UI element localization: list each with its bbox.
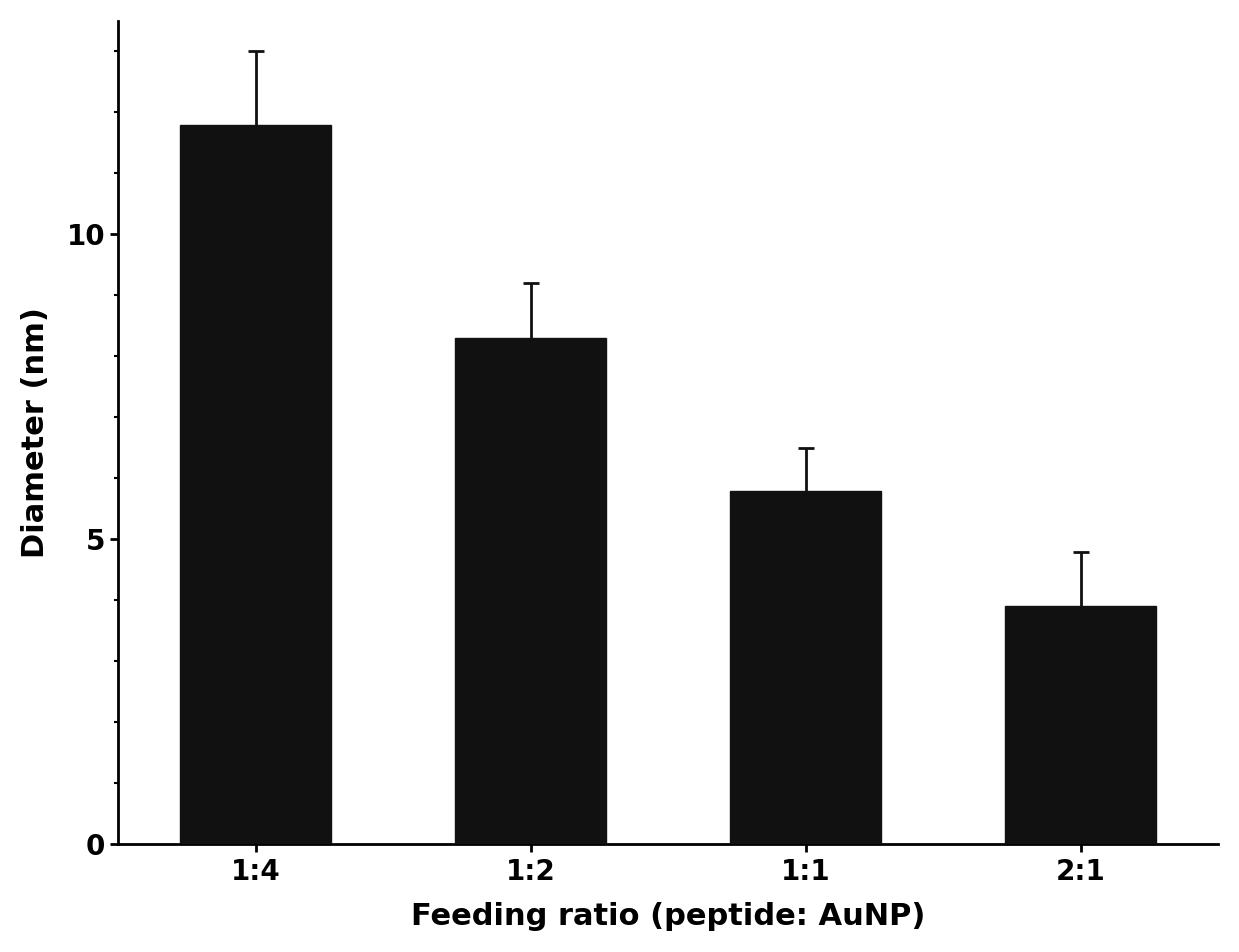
Bar [455,338,606,844]
Bar [180,125,331,844]
Bar [1005,606,1156,844]
X-axis label: Feeding ratio (peptide: AuNP): Feeding ratio (peptide: AuNP) [411,902,926,931]
Y-axis label: Diameter (nm): Diameter (nm) [21,307,50,558]
Bar [730,490,881,844]
